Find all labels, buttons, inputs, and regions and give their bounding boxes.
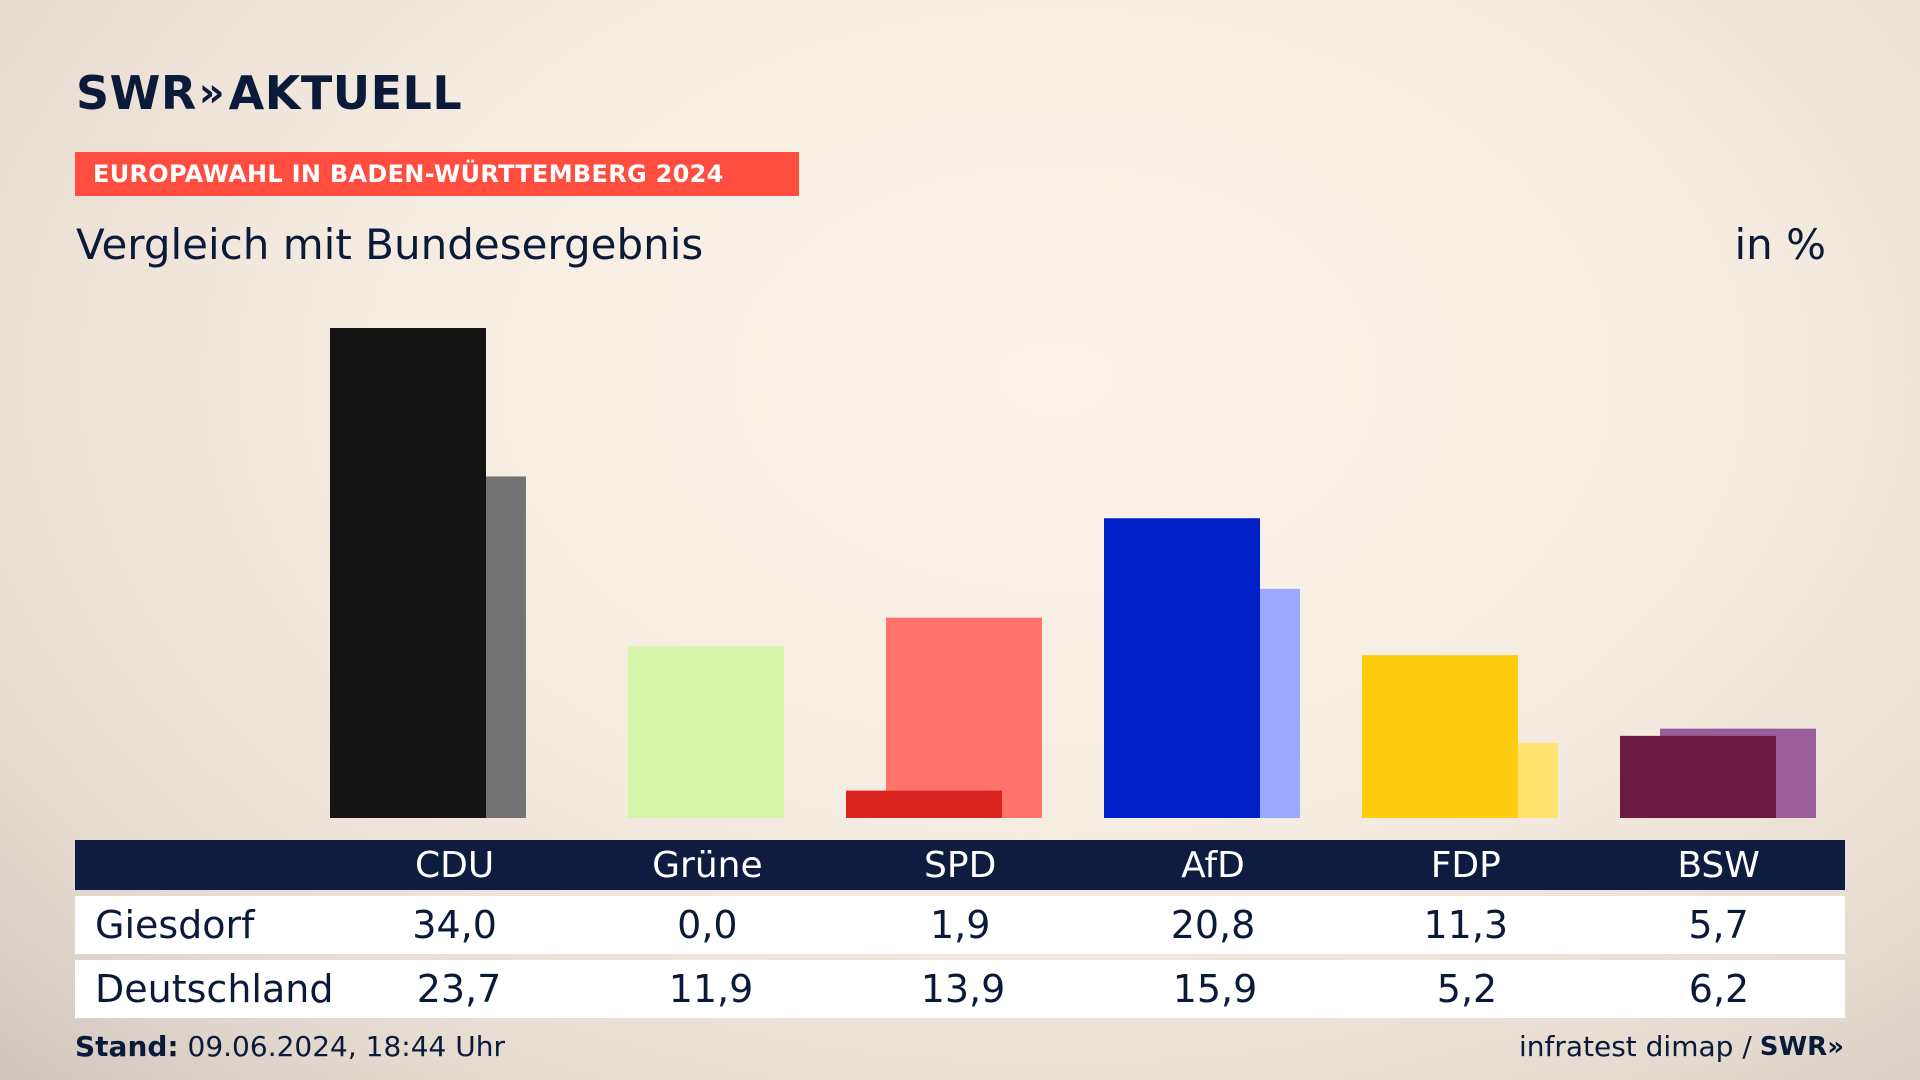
bar-giesdorf-spd: [846, 791, 1002, 818]
bar-deutschland-gruene: [628, 647, 784, 819]
source-text: infratest dimap /: [1519, 1030, 1752, 1063]
table-row-deutschland: Deutschland 23,7 11,9 13,9 15,9 5,2 6,2: [75, 960, 1845, 1018]
bar-deutschland-spd: [886, 618, 1042, 818]
bar-giesdorf-bsw: [1620, 736, 1776, 818]
swr-small-logo: SWR»: [1760, 1032, 1844, 1062]
giesdorf-gruene: 0,0: [581, 903, 834, 947]
deutschland-afd: 15,9: [1089, 967, 1341, 1011]
results-table: CDU Grüne SPD AfD FDP BSW Giesdorf 34,0 …: [75, 840, 1845, 1018]
deutschland-gruene: 11,9: [585, 967, 837, 1011]
timestamp: Stand: 09.06.2024, 18:44 Uhr: [75, 1030, 505, 1063]
giesdorf-cdu: 34,0: [328, 903, 581, 947]
header-spd: SPD: [834, 845, 1087, 886]
stand-label: Stand:: [75, 1030, 179, 1063]
header-bsw: BSW: [1592, 845, 1845, 886]
bar-chart: [0, 0, 1920, 830]
table-row-giesdorf: Giesdorf 34,0 0,0 1,9 20,8 11,3 5,7: [75, 896, 1845, 954]
deutschland-cdu: 23,7: [333, 967, 585, 1011]
deutschland-fdp: 5,2: [1341, 967, 1593, 1011]
header-gruene: Grüne: [581, 845, 834, 886]
header-cdu: CDU: [328, 845, 581, 886]
giesdorf-bsw: 5,7: [1592, 903, 1845, 947]
row-label-giesdorf: Giesdorf: [75, 903, 328, 947]
source-credit: infratest dimap / SWR»: [1519, 1030, 1844, 1063]
row-label-deutschland: Deutschland: [75, 967, 333, 1011]
header-fdp: FDP: [1339, 845, 1592, 886]
giesdorf-afd: 20,8: [1087, 903, 1340, 947]
bar-giesdorf-afd: [1104, 518, 1260, 818]
table-header: CDU Grüne SPD AfD FDP BSW: [75, 840, 1845, 890]
giesdorf-fdp: 11,3: [1339, 903, 1592, 947]
bar-giesdorf-fdp: [1362, 655, 1518, 818]
bar-giesdorf-cdu: [330, 328, 486, 818]
giesdorf-spd: 1,9: [834, 903, 1087, 947]
deutschland-bsw: 6,2: [1593, 967, 1845, 1011]
header-afd: AfD: [1087, 845, 1340, 886]
deutschland-spd: 13,9: [837, 967, 1089, 1011]
stand-value: 09.06.2024, 18:44 Uhr: [188, 1030, 505, 1063]
